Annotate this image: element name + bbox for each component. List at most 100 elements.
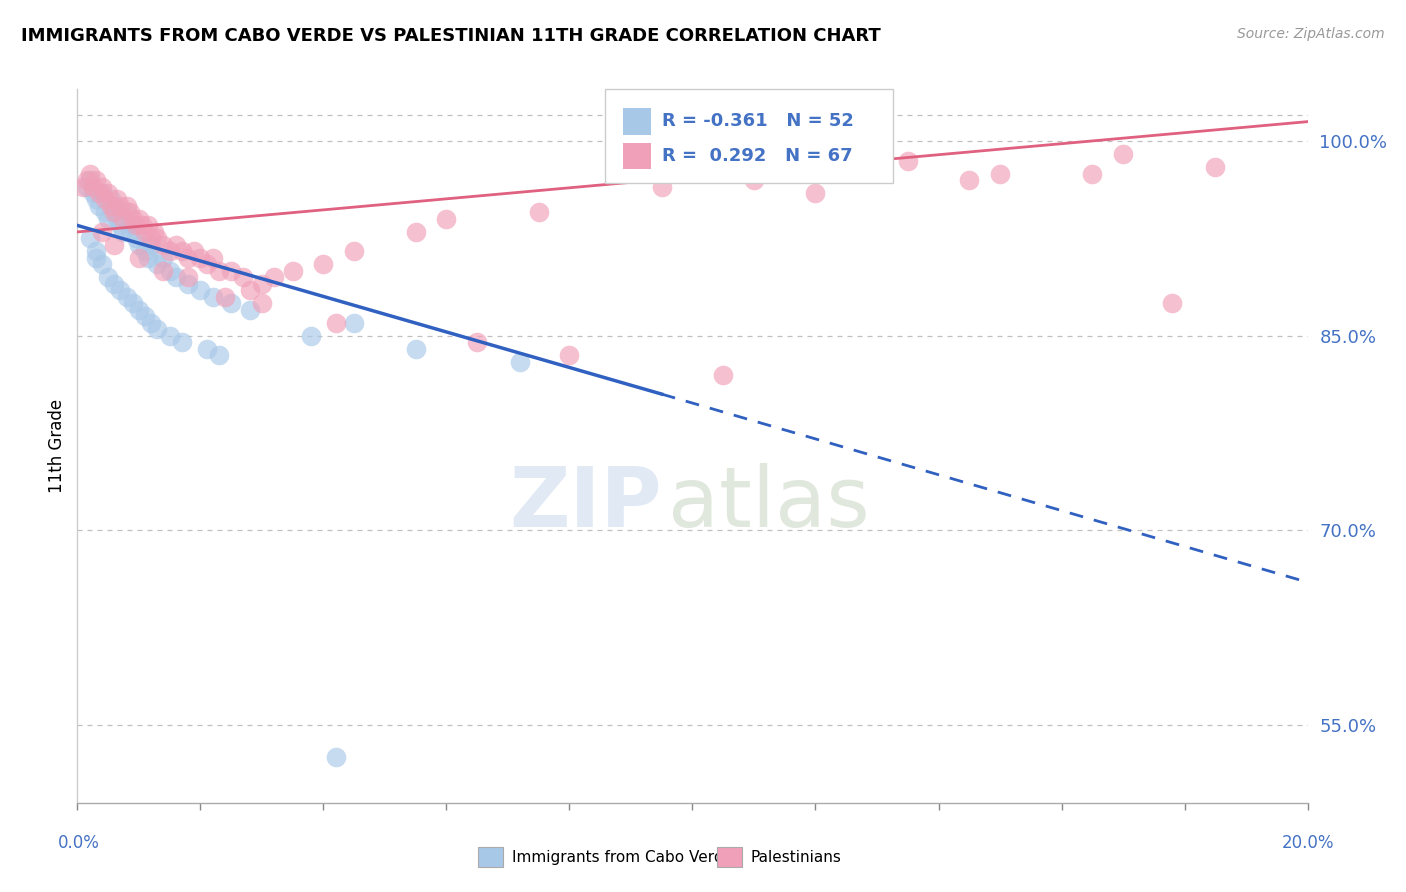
Point: [159, 264, 181, 278]
Point: [79, 231, 101, 245]
Point: [214, 290, 236, 304]
Point: [711, 368, 734, 382]
Point: [177, 277, 200, 291]
Text: IMMIGRANTS FROM CABO VERDE VS PALESTINIAN 11TH GRADE CORRELATION CHART: IMMIGRANTS FROM CABO VERDE VS PALESTINIA…: [21, 27, 880, 45]
Point: [509, 354, 531, 368]
Point: [159, 328, 181, 343]
Point: [165, 270, 187, 285]
Point: [146, 322, 169, 336]
Point: [527, 205, 550, 219]
Point: [232, 270, 254, 285]
Point: [195, 342, 218, 356]
Point: [103, 205, 125, 219]
Point: [465, 335, 488, 350]
Point: [146, 231, 169, 245]
Point: [110, 199, 132, 213]
Point: [128, 302, 150, 317]
Point: [957, 173, 980, 187]
Point: [146, 257, 169, 271]
Point: [219, 264, 242, 278]
Point: [136, 251, 159, 265]
Point: [897, 153, 920, 168]
Point: [121, 296, 143, 310]
Point: [76, 179, 98, 194]
Point: [128, 251, 150, 265]
Point: [405, 342, 427, 356]
Point: [118, 225, 141, 239]
Point: [239, 302, 262, 317]
Point: [143, 225, 166, 239]
Point: [121, 211, 143, 226]
Point: [1081, 167, 1104, 181]
Point: [152, 251, 174, 265]
Point: [128, 211, 150, 226]
Point: [115, 199, 138, 213]
Point: [90, 179, 114, 194]
Point: [84, 251, 107, 265]
Point: [136, 219, 159, 233]
Text: 20.0%: 20.0%: [1281, 834, 1334, 852]
Point: [195, 257, 218, 271]
Point: [343, 244, 366, 259]
Text: ZIP: ZIP: [509, 463, 662, 543]
Point: [79, 167, 101, 181]
Point: [76, 173, 98, 187]
Point: [152, 264, 174, 278]
Point: [134, 310, 156, 324]
Point: [263, 270, 285, 285]
Point: [97, 270, 120, 285]
Point: [201, 290, 224, 304]
Text: Immigrants from Cabo Verde: Immigrants from Cabo Verde: [512, 850, 733, 864]
Point: [250, 296, 273, 310]
Point: [87, 186, 110, 200]
Point: [165, 238, 187, 252]
Text: R = -0.361   N = 52: R = -0.361 N = 52: [662, 112, 853, 130]
Text: atlas: atlas: [668, 463, 869, 543]
Point: [103, 238, 125, 252]
Point: [105, 211, 128, 226]
Point: [141, 231, 163, 245]
Point: [170, 335, 193, 350]
Point: [325, 750, 347, 764]
Point: [82, 179, 104, 194]
Point: [90, 186, 114, 200]
Point: [100, 193, 122, 207]
Point: [343, 316, 366, 330]
Point: [84, 244, 107, 259]
Point: [103, 277, 125, 291]
Point: [188, 283, 212, 297]
Point: [97, 211, 120, 226]
Point: [159, 244, 181, 259]
Point: [436, 211, 458, 226]
Point: [90, 257, 114, 271]
Point: [141, 238, 163, 252]
Point: [97, 186, 120, 200]
Point: [405, 225, 427, 239]
Point: [281, 264, 304, 278]
Point: [988, 167, 1011, 181]
Point: [208, 264, 231, 278]
Point: [84, 173, 107, 187]
Point: [742, 173, 765, 187]
Point: [325, 316, 347, 330]
Point: [558, 348, 581, 362]
Point: [201, 251, 224, 265]
Point: [134, 244, 156, 259]
Point: [651, 179, 673, 194]
Point: [183, 244, 205, 259]
Point: [131, 219, 153, 233]
Point: [90, 225, 114, 239]
Text: 0.0%: 0.0%: [58, 834, 100, 852]
Point: [141, 316, 163, 330]
Point: [121, 219, 143, 233]
Point: [105, 193, 128, 207]
Text: Source: ZipAtlas.com: Source: ZipAtlas.com: [1237, 27, 1385, 41]
Text: Palestinians: Palestinians: [751, 850, 842, 864]
Point: [177, 251, 200, 265]
Y-axis label: 11th Grade: 11th Grade: [48, 399, 66, 493]
Point: [112, 211, 135, 226]
Text: R =  0.292   N = 67: R = 0.292 N = 67: [662, 147, 853, 165]
Point: [239, 283, 262, 297]
Point: [125, 231, 148, 245]
Point: [103, 199, 125, 213]
